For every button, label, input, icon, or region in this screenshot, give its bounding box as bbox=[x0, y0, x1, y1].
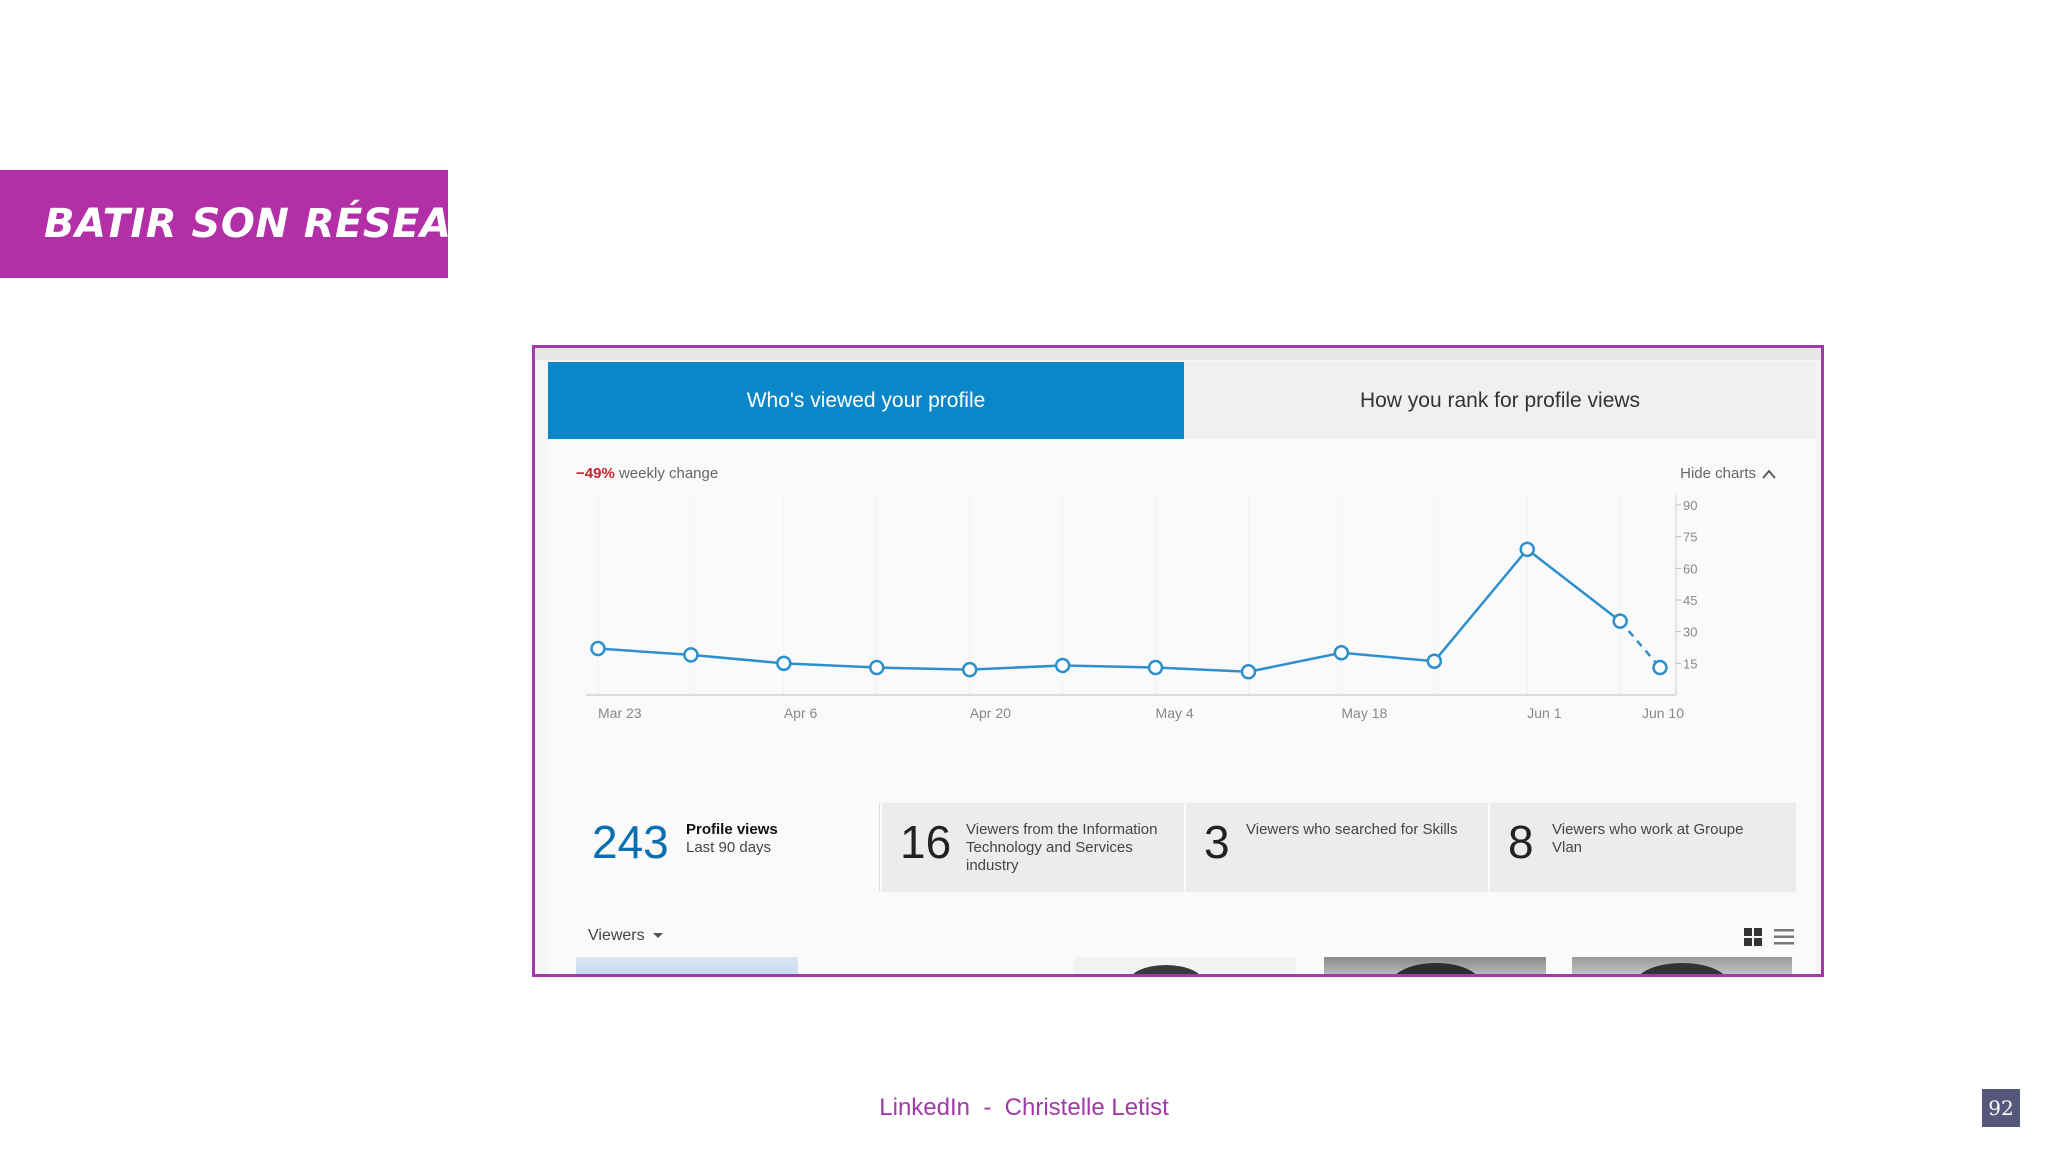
series-line-projected bbox=[1619, 620, 1661, 669]
linkedin-screenshot: Who's viewed your profile How you rank f… bbox=[532, 345, 1824, 977]
x-tick-label: Apr 6 bbox=[784, 705, 818, 721]
x-tick-label: May 18 bbox=[1341, 705, 1387, 721]
y-tick-label: 90 bbox=[1683, 498, 1697, 513]
x-tick-label: Apr 20 bbox=[970, 705, 1011, 721]
avatar bbox=[1640, 963, 1724, 974]
data-point bbox=[590, 640, 606, 657]
x-tick-label: Mar 23 bbox=[598, 705, 642, 721]
weekly-change-value: −49% bbox=[576, 465, 615, 482]
stat-number: 8 bbox=[1508, 816, 1534, 868]
data-point bbox=[776, 655, 792, 672]
data-point bbox=[1147, 659, 1164, 676]
data-point bbox=[1333, 645, 1350, 661]
data-point bbox=[1519, 541, 1535, 558]
tab-whos-viewed[interactable]: Who's viewed your profile bbox=[548, 362, 1184, 439]
profile-views-chart: 15 30 45 60 75 90 Mar 23 Apr 6 Apr 20 May 4 May 18… bbox=[586, 495, 1697, 721]
stat-skill-searches[interactable]: 3 Viewers who searched for Skills bbox=[1186, 803, 1488, 892]
hide-charts-label: Hide charts bbox=[1680, 465, 1756, 482]
viewers-dropdown[interactable]: Viewers bbox=[588, 927, 663, 945]
data-point bbox=[1612, 613, 1628, 629]
stat-label-bold: Profile views bbox=[686, 821, 778, 838]
profile-views-card: −49% weekly change Hide charts 15 30 45 60 7… bbox=[548, 439, 1816, 974]
stat-label: Last 90 days bbox=[686, 839, 772, 856]
grid-view-icon[interactable] bbox=[1744, 928, 1762, 946]
y-tick-label: 60 bbox=[1683, 561, 1697, 576]
y-tick-label: 75 bbox=[1683, 530, 1697, 545]
data-point bbox=[683, 647, 699, 663]
stat-number: 16 bbox=[900, 816, 952, 868]
section-banner: BATIR SON RÉSEAU bbox=[0, 170, 482, 278]
y-tick-label: 45 bbox=[1683, 593, 1697, 608]
list-view-icon[interactable] bbox=[1774, 928, 1794, 946]
x-tick-label: May 4 bbox=[1156, 705, 1194, 721]
chevron-up-icon bbox=[1762, 469, 1776, 479]
tab-profile-rank[interactable]: How you rank for profile views bbox=[1184, 362, 1816, 439]
section-title: BATIR SON RÉSEAU bbox=[44, 201, 483, 247]
viewer-card[interactable] bbox=[1324, 957, 1546, 974]
series-line bbox=[597, 547, 1621, 674]
weekly-change: −49% weekly change bbox=[576, 465, 718, 482]
stat-number: 243 bbox=[592, 816, 669, 868]
stat-profile-views[interactable]: 243 Profile views Last 90 days bbox=[576, 803, 880, 892]
data-point bbox=[1240, 664, 1257, 680]
stat-industry-viewers[interactable]: 16 Viewers from the Information Technolo… bbox=[882, 803, 1184, 892]
data-point bbox=[1426, 653, 1443, 669]
stat-label: Viewers who work at Groupe Vlan bbox=[1552, 821, 1744, 856]
viewer-card[interactable] bbox=[1074, 957, 1296, 974]
data-point bbox=[961, 661, 978, 678]
slide-footer: LinkedIn - Christelle Letist bbox=[879, 1094, 1169, 1121]
y-tick-label: 15 bbox=[1683, 656, 1697, 671]
avatar bbox=[1396, 963, 1476, 974]
y-tick-label: 30 bbox=[1683, 625, 1697, 640]
caret-down-icon bbox=[652, 933, 663, 939]
hide-charts-button[interactable]: Hide charts bbox=[1680, 465, 1776, 482]
viewer-card[interactable] bbox=[576, 957, 798, 974]
data-point bbox=[1652, 659, 1668, 676]
viewers-toolbar: Viewers bbox=[576, 917, 1796, 957]
data-point bbox=[1054, 657, 1071, 674]
viewer-card[interactable] bbox=[1572, 957, 1792, 974]
weekly-change-label: weekly change bbox=[614, 465, 719, 482]
stat-label: Viewers from the Information Technology … bbox=[966, 821, 1158, 874]
stat-number: 3 bbox=[1204, 816, 1230, 868]
viewers-label: Viewers bbox=[588, 927, 645, 944]
x-tick-label: Jun 1 bbox=[1527, 705, 1561, 721]
x-tick-label: Jun 10 bbox=[1642, 705, 1684, 721]
data-point bbox=[869, 659, 885, 676]
stat-company-viewers[interactable]: 8 Viewers who work at Groupe Vlan bbox=[1490, 803, 1796, 892]
page-number: 92 bbox=[1982, 1089, 2020, 1127]
stats-row: 243 Profile views Last 90 days 16 Viewer… bbox=[576, 803, 1796, 892]
avatar bbox=[1133, 965, 1199, 974]
stat-label: Viewers who searched for Skills bbox=[1246, 821, 1458, 838]
